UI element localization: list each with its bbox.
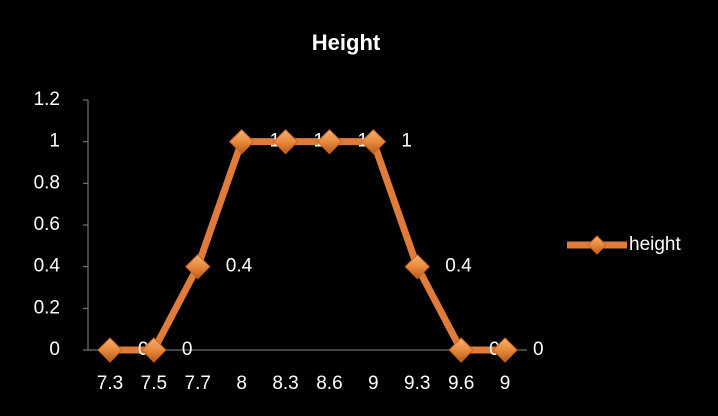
x-tick-label: 9 — [500, 373, 511, 394]
y-tick-label: 0.6 — [34, 214, 60, 235]
x-tick-label: 9.6 — [448, 373, 474, 394]
y-tick-label: 1 — [49, 131, 60, 152]
marker — [360, 128, 387, 155]
marker — [404, 253, 430, 280]
line — [109, 138, 506, 354]
y-tick-label: 0.2 — [34, 297, 60, 318]
y-tick-label: 0.4 — [34, 256, 61, 277]
y-tick-label: 0.8 — [34, 172, 60, 193]
data-label: 1 — [401, 131, 412, 152]
legend-label: height — [629, 234, 681, 255]
data-label: 0.4 — [226, 256, 253, 277]
marker — [272, 128, 299, 155]
data-label: 0 — [182, 339, 193, 360]
y-tick-label: 1.2 — [34, 89, 60, 110]
marker — [97, 337, 123, 363]
marker — [185, 253, 211, 280]
x-tick-label: 9 — [368, 373, 379, 394]
x-tick-label: 8 — [236, 373, 247, 394]
marker — [141, 337, 167, 363]
chart-title: Height — [312, 30, 381, 55]
x-tick-label: 9.3 — [404, 373, 430, 394]
marker — [448, 337, 474, 363]
x-tick-label: 7.3 — [97, 373, 123, 394]
data-label: 0.4 — [445, 256, 472, 277]
marker — [492, 337, 518, 363]
y-tick-label: 0 — [49, 339, 60, 360]
marker — [316, 128, 343, 155]
x-tick-label: 8.6 — [316, 373, 342, 394]
marker — [228, 128, 255, 155]
legend-marker — [587, 235, 607, 255]
x-tick-label: 8.3 — [272, 373, 298, 394]
x-tick-label: 7.5 — [141, 373, 167, 394]
data-label: 0 — [533, 339, 544, 360]
x-tick-label: 7.7 — [185, 373, 211, 394]
